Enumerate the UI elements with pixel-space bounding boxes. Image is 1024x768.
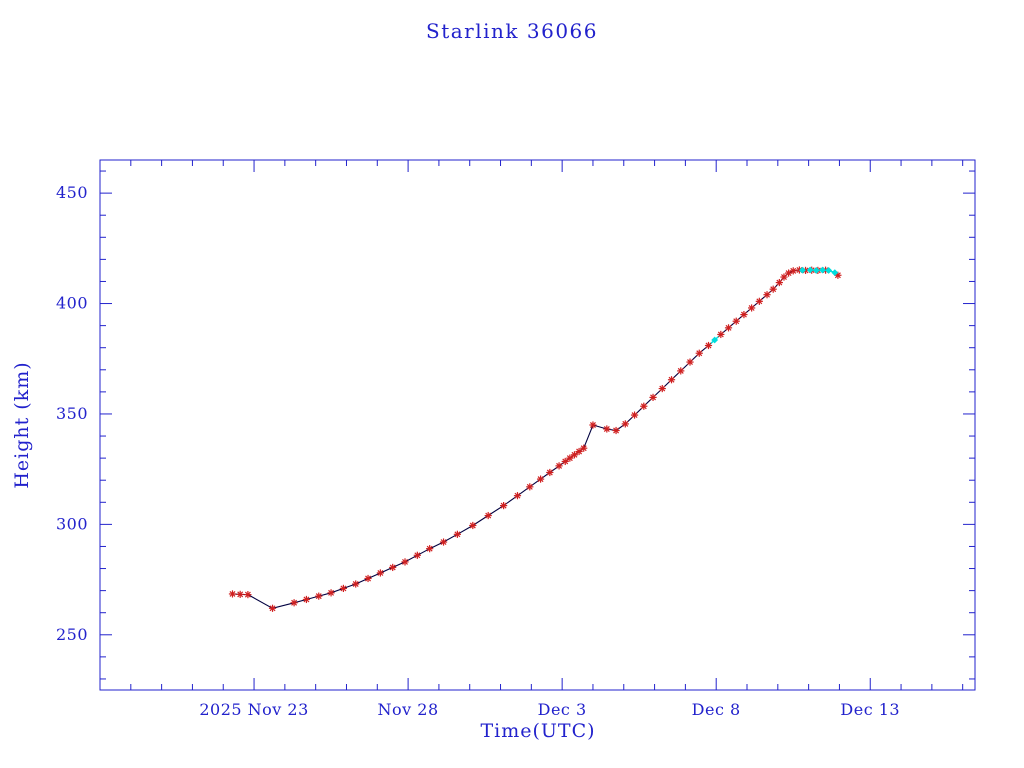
x-tick-label: Dec 13 (840, 700, 900, 719)
y-tick-labels: 250 300 350 400 450 (56, 183, 88, 644)
x-tick-label: 2025 Nov 23 (199, 700, 308, 719)
x-axis-label: Time(UTC) (480, 720, 596, 742)
x-tick-label: Dec 3 (538, 700, 587, 719)
x-tick-label: Dec 8 (692, 700, 741, 719)
x-tick-label: Nov 28 (378, 700, 439, 719)
height-curve (232, 269, 839, 609)
chart-title: Starlink 36066 (426, 19, 598, 43)
axis-ticks (99, 160, 975, 690)
y-tick-label: 400 (56, 294, 88, 313)
y-tick-label: 450 (56, 183, 88, 202)
predicted-markers (711, 266, 839, 344)
x-tick-labels: 2025 Nov 23 Nov 28 Dec 3 Dec 8 Dec 13 (199, 700, 900, 719)
y-tick-label: 300 (56, 514, 88, 533)
plot-border (99, 159, 976, 691)
y-tick-label: 250 (56, 625, 88, 644)
observed-markers (228, 266, 842, 612)
y-tick-label: 350 (56, 404, 88, 423)
predicted-line-segments (708, 269, 836, 347)
